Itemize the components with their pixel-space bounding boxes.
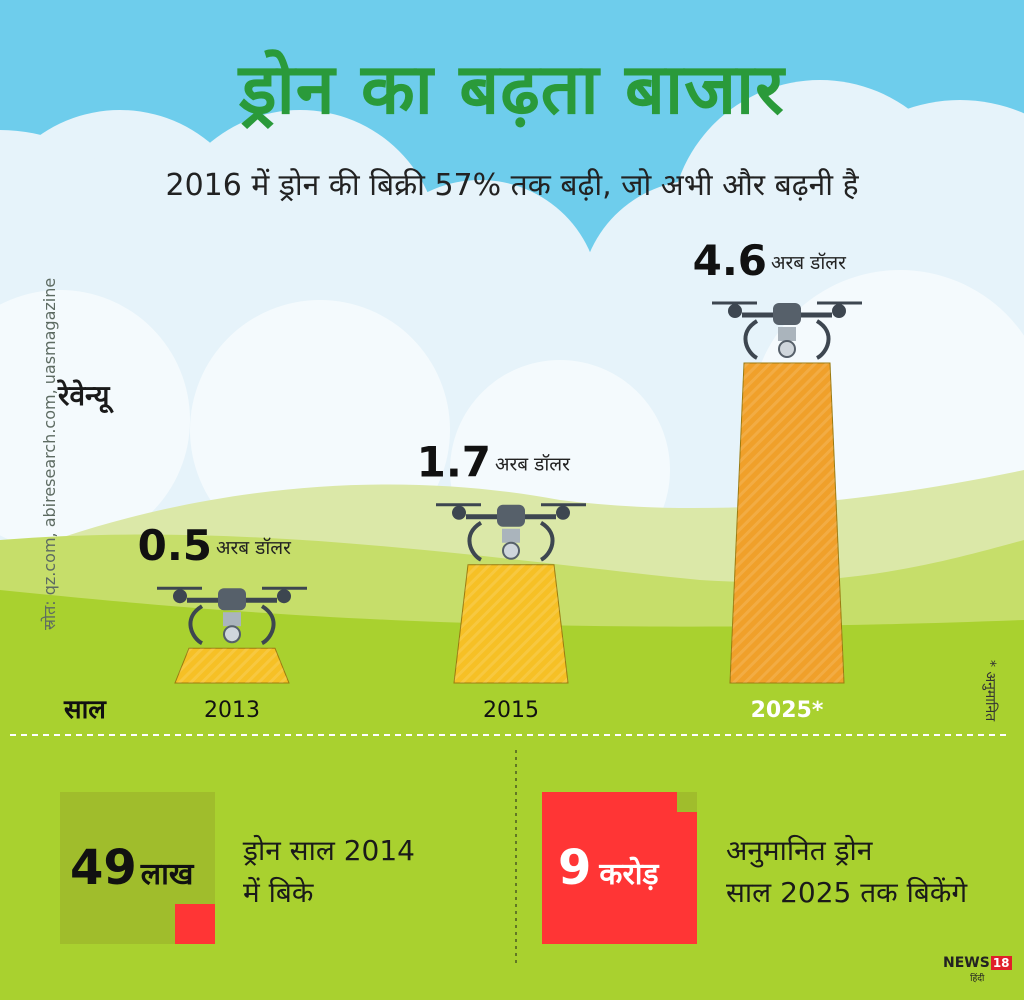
source-note: स्रोत: qz.com, abiresearch.com, uasmagaz… <box>40 277 59 630</box>
value-label: 0.5 <box>138 521 212 570</box>
bar-stripes <box>454 564 568 683</box>
logo-badge: 18 <box>990 956 1012 970</box>
page-subtitle: 2016 में ड्रोन की बिक्री 57% तक बढ़ी, जो… <box>165 168 859 203</box>
stat-1-unit: लाख <box>140 857 194 892</box>
news18-logo: NEWS 18 हिंदी <box>943 952 1012 984</box>
value-label: 1.7 <box>417 438 491 487</box>
year-tick: 2013 <box>204 698 260 723</box>
stat-1-red-square <box>175 904 215 944</box>
stat-1-value: 49 लाख <box>70 840 193 896</box>
value-label: 4.6 <box>693 236 767 285</box>
stat-box-2: 9 करोड़ <box>542 792 697 944</box>
year-tick: 2025* <box>751 698 824 723</box>
bar-stripes <box>730 363 844 683</box>
stat-2-unit: करोड़ <box>599 857 659 892</box>
unit-label: अरब डॉलर <box>771 252 847 274</box>
stat-2-line1: अनुमानित ड्रोन <box>726 834 873 867</box>
stat-1-description: ड्रोन साल 2014 में बिके <box>243 830 415 914</box>
page-title: ड्रोन का बढ़ता बाजार <box>239 48 785 130</box>
logo-text: NEWS <box>943 955 990 971</box>
revenue-label: रेवेन्यू <box>58 379 110 412</box>
estimate-note: * अनुमानित <box>982 660 998 722</box>
stat-2-line2: साल 2025 तक बिकेंगे <box>726 876 968 909</box>
bar-stripes <box>175 648 289 683</box>
drone-icon <box>712 301 862 360</box>
stat-2-value: 9 करोड़ <box>558 840 659 896</box>
year-label: साल <box>64 695 106 725</box>
stat-2-number: 9 <box>558 840 592 896</box>
stat-1-number: 49 <box>70 840 137 896</box>
logo-sub: हिंदी <box>970 974 985 984</box>
drone-icon <box>157 586 307 646</box>
unit-label: अरब डॉलर <box>216 537 292 559</box>
stat-2-green-square <box>677 792 697 812</box>
year-tick: 2015 <box>483 698 539 723</box>
stat-2-description: अनुमानित ड्रोन साल 2025 तक बिकेंगे <box>726 830 967 914</box>
stat-1-line1: ड्रोन साल 2014 <box>243 834 415 867</box>
stat-box-1: 49 लाख <box>60 792 215 944</box>
drone-icon <box>436 503 586 562</box>
unit-label: अरब डॉलर <box>495 454 571 476</box>
stat-1-line2: में बिके <box>243 876 314 909</box>
